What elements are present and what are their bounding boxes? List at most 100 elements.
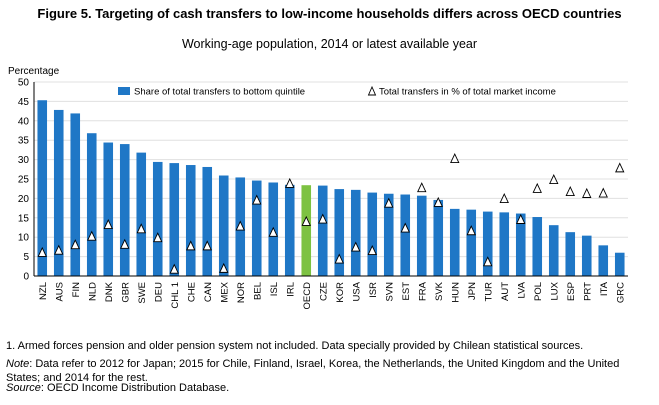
bar bbox=[317, 185, 328, 276]
bar bbox=[433, 199, 444, 276]
source-text: : OECD Income Distribution Database. bbox=[40, 382, 230, 394]
bar bbox=[169, 163, 180, 276]
x-tick-label: BEL bbox=[252, 282, 263, 300]
x-tick-label: KOR bbox=[335, 282, 346, 303]
bar bbox=[185, 165, 196, 276]
x-tick-label: ESP bbox=[566, 282, 577, 301]
y-axis-label: Percentage bbox=[8, 66, 60, 77]
bar bbox=[251, 180, 262, 276]
marker-point bbox=[285, 177, 295, 188]
y-tick-label: 30 bbox=[18, 155, 30, 166]
bar bbox=[400, 194, 411, 276]
y-tick-labels: 0 5 10 15 20 25 30 35 40 45 50 bbox=[18, 78, 30, 283]
marker-point bbox=[103, 218, 113, 229]
x-tick-label: NOR bbox=[236, 282, 247, 303]
x-tick-label: GBR bbox=[120, 282, 131, 303]
x-tick-label: MEX bbox=[219, 281, 230, 302]
bar bbox=[301, 185, 312, 276]
marker-point bbox=[334, 253, 344, 264]
bar bbox=[103, 142, 114, 276]
bar bbox=[482, 211, 493, 276]
legend-bar-label: Share of total transfers to bottom quint… bbox=[134, 87, 305, 98]
y-tick-label: 10 bbox=[18, 233, 30, 244]
source-label: Source bbox=[6, 382, 41, 394]
marker-point bbox=[268, 226, 278, 237]
x-tick-label: SVK bbox=[434, 281, 445, 301]
x-tick-label: PRT bbox=[582, 282, 593, 301]
marker-point bbox=[384, 197, 394, 208]
x-tick-label: AUT bbox=[500, 282, 511, 301]
bar bbox=[202, 166, 213, 276]
marker-point bbox=[351, 241, 361, 252]
x-tick-label: EST bbox=[401, 282, 412, 301]
marker-point bbox=[450, 153, 460, 164]
marker-point bbox=[120, 238, 130, 249]
legend-bar-swatch bbox=[118, 87, 130, 95]
marker-point bbox=[417, 182, 427, 193]
x-tick-label: CHL 1 bbox=[170, 282, 181, 309]
note-text: : Data refer to 2012 for Japan; 2015 for… bbox=[6, 358, 620, 384]
y-tick-label: 0 bbox=[23, 272, 29, 283]
note: Note: Data refer to 2012 for Japan; 2015… bbox=[6, 357, 656, 385]
bar bbox=[532, 217, 543, 276]
axes bbox=[33, 82, 628, 277]
x-tick-label: ISR bbox=[368, 282, 379, 298]
bar bbox=[70, 113, 81, 276]
marker-point bbox=[532, 182, 542, 193]
marker-point bbox=[153, 232, 163, 243]
marker-point bbox=[136, 223, 146, 234]
footnote: 1. Armed forces pension and older pensio… bbox=[6, 340, 584, 352]
x-tick-label: CAN bbox=[203, 282, 214, 302]
x-tick-label: FIN bbox=[71, 282, 82, 297]
bar bbox=[565, 232, 576, 276]
bar bbox=[548, 225, 559, 276]
marker-point bbox=[466, 225, 476, 236]
bar bbox=[416, 195, 427, 276]
x-tick-label: NLD bbox=[87, 282, 98, 301]
marker-point bbox=[235, 220, 245, 231]
marker-point bbox=[499, 192, 509, 203]
bar bbox=[350, 189, 361, 276]
bar bbox=[53, 109, 64, 276]
marker-point bbox=[54, 244, 64, 255]
marker-point bbox=[301, 215, 311, 226]
marker-point bbox=[252, 194, 262, 205]
marker-point bbox=[37, 246, 47, 257]
marker-point bbox=[549, 173, 559, 184]
bar bbox=[499, 212, 510, 276]
bar bbox=[598, 245, 609, 276]
bar bbox=[367, 192, 378, 276]
legend-marker-swatch bbox=[367, 85, 377, 96]
x-tick-label: LUX bbox=[549, 281, 560, 300]
source: Source: OECD Income Distribution Databas… bbox=[6, 381, 656, 395]
y-tick-label: 25 bbox=[18, 175, 30, 186]
marker-point bbox=[516, 213, 526, 224]
bar bbox=[152, 161, 163, 276]
bar bbox=[515, 213, 526, 276]
y-tick-label: 50 bbox=[18, 78, 30, 89]
bar bbox=[284, 184, 295, 276]
x-tick-label: LVA bbox=[516, 281, 527, 298]
y-tick-label: 5 bbox=[23, 252, 29, 263]
x-tick-label: IRL bbox=[285, 282, 296, 297]
bar bbox=[119, 144, 130, 276]
bar bbox=[383, 193, 394, 276]
bar bbox=[334, 189, 345, 276]
bar bbox=[614, 252, 625, 276]
x-tick-label: NZL bbox=[38, 282, 49, 300]
figure-title: Figure 5. Targeting of cash transfers to… bbox=[37, 6, 622, 21]
y-tick-label: 35 bbox=[18, 136, 30, 147]
marker-point bbox=[598, 187, 608, 198]
note-label: Note bbox=[6, 358, 30, 370]
bar-series bbox=[37, 100, 625, 277]
bar bbox=[86, 133, 97, 276]
bar bbox=[449, 208, 460, 276]
y-tick-label: 45 bbox=[18, 97, 30, 108]
y-tick-label: 20 bbox=[18, 194, 30, 205]
marker-point bbox=[367, 244, 377, 255]
bar bbox=[466, 209, 477, 276]
x-tick-label: DEU bbox=[153, 282, 164, 302]
figure-subtitle: Working-age population, 2014 or latest a… bbox=[181, 37, 478, 51]
x-tick-label: CHE bbox=[186, 282, 197, 302]
bar bbox=[581, 235, 592, 276]
